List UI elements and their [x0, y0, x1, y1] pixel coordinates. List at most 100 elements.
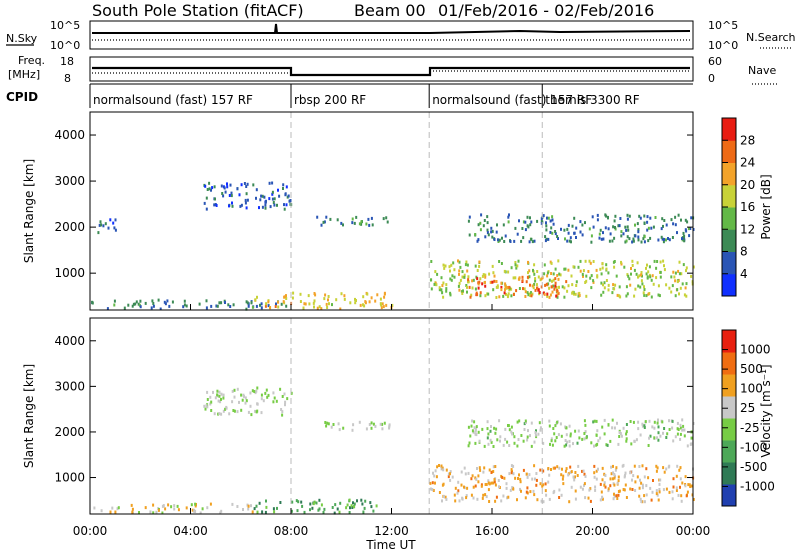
velocity-echo-cell [523, 422, 526, 426]
velocity-echo-cell [599, 498, 602, 502]
power-echo-cell [546, 292, 549, 296]
power-echo-cell [611, 239, 614, 243]
velocity-echo-cell [649, 434, 652, 438]
power-echo-cell [533, 272, 536, 276]
power-echo-cell [522, 220, 525, 224]
power-echo-cell [579, 259, 582, 263]
power-echo-cell [550, 226, 553, 230]
power-echo-cell [441, 291, 444, 295]
velocity-echo-cell [327, 422, 330, 426]
power-echo-cell [104, 222, 107, 226]
velocity-echo-cell [488, 468, 491, 472]
velocity-echo-cell [525, 472, 528, 476]
power-echo-cell [453, 268, 456, 272]
velocity-echo-cell [522, 439, 525, 443]
power-echo-cell [685, 266, 688, 270]
velocity-echo-cell [441, 466, 444, 470]
velocity-echo-cell [558, 496, 561, 499]
velocity-colorbar-swatch [722, 374, 736, 397]
power-echo-cell [97, 231, 100, 235]
power-echo-cell [259, 198, 262, 202]
power-echo-cell [264, 203, 267, 207]
freq-panel-frame [89, 56, 694, 82]
power-echo-cell [285, 294, 287, 298]
power-echo-cell [465, 260, 468, 264]
power-echo-cell [371, 223, 374, 227]
velocity-echo-cell [494, 431, 497, 435]
power-echo-cell [564, 237, 566, 241]
velocity-echo-cell [117, 506, 120, 510]
title-station: South Pole Station (fitACF) [92, 1, 304, 20]
velocity-echo-cell [662, 488, 665, 492]
power-echo-cell [592, 225, 595, 229]
power-echo-cell [598, 236, 601, 240]
velocity-echo-cell [613, 494, 616, 498]
velocity-echo-cell [689, 485, 692, 488]
power-echo-cell [229, 305, 232, 308]
power-echo-cell [500, 288, 503, 292]
velocity-echo-cell [342, 426, 345, 430]
velocity-echo-cell [432, 489, 435, 492]
power-echo-cell [535, 283, 538, 287]
power-echo-cell [578, 294, 581, 297]
power-echo-cell [430, 260, 433, 263]
power-echo-cell [605, 263, 608, 267]
velocity-echo-cell [565, 433, 568, 437]
power-echo-cell [479, 294, 482, 298]
velocity-echo-cell [209, 395, 212, 399]
power-echo-cell [514, 261, 517, 264]
power-echo-cell [457, 259, 459, 263]
velocity-echo-cell [657, 431, 660, 435]
power-echo-cell [592, 280, 595, 284]
power-echo-cell [106, 307, 109, 311]
velocity-echo-cell [494, 499, 497, 503]
power-echo-cell [486, 231, 489, 235]
power-echo-cell [203, 201, 206, 205]
power-echo-cell [630, 267, 632, 270]
velocity-echo-cell [320, 503, 323, 507]
velocity-echo-cell [573, 478, 576, 482]
power-echo-cell [484, 275, 487, 279]
velocity-echo-cell [470, 477, 473, 481]
power-echo-cell [210, 304, 213, 308]
velocity-echo-cell [552, 466, 555, 470]
power-echo-cell [107, 226, 110, 230]
velocity-echo-cell [574, 489, 577, 493]
power-echo-cell [527, 293, 530, 297]
velocity-echo-cell [489, 438, 492, 442]
power-echo-cell [647, 270, 650, 274]
power-echo-cell [584, 259, 587, 263]
velocity-echo-cell [206, 390, 209, 394]
power-echo-cell [639, 216, 642, 220]
velocity-echo-cell [564, 425, 567, 429]
velocity-echo-cell [592, 420, 595, 424]
velocity-echo-cell [568, 439, 571, 443]
power-echo-cell [647, 226, 650, 230]
velocity-colorbar-swatch [722, 352, 736, 375]
power-echo-cell [609, 232, 612, 236]
velocity-echo-cell [201, 507, 204, 511]
velocity-echo-cell [603, 418, 606, 422]
velocity-echo-cell [363, 506, 366, 510]
power-echo-cell [228, 194, 231, 197]
velocity-echo-cell [273, 396, 276, 400]
power-echo-cell [674, 294, 677, 298]
power-echo-cell [559, 273, 562, 277]
velocity-echo-cell [682, 428, 684, 432]
velocity-echo-cell [261, 510, 264, 514]
power-echo-cell [598, 232, 601, 236]
velocity-echo-cell [493, 478, 496, 482]
power-echo-cell [620, 262, 623, 266]
power-echo-cell [638, 214, 641, 218]
nave-trace [92, 70, 690, 74]
power-echo-cell [363, 304, 366, 308]
power-echo-cell [285, 297, 288, 300]
power-echo-cell [240, 203, 243, 207]
velocity-colorbar-frame [721, 329, 737, 507]
power-echo-cell [665, 223, 668, 227]
power-echo-cell [538, 291, 541, 294]
power-echo-cell [556, 289, 559, 293]
velocity-echo-cell [656, 436, 658, 440]
power-echo-cell [530, 294, 533, 298]
